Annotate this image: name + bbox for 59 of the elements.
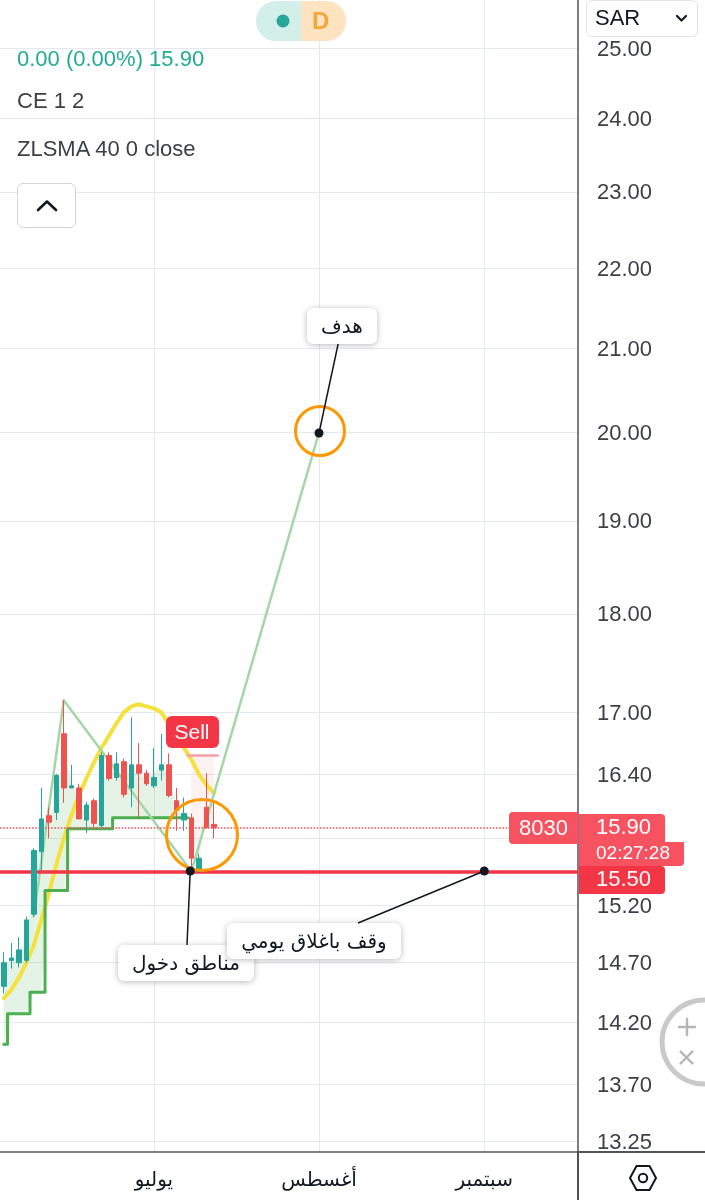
candlestick xyxy=(1,951,7,994)
candlestick xyxy=(9,942,14,970)
y-tick-label: 17.00 xyxy=(597,699,653,725)
candlestick xyxy=(31,847,37,917)
x-tick-label: أغسطس xyxy=(281,1166,357,1191)
ref-line-label: 15.90 xyxy=(579,813,666,842)
annotation: 8030 xyxy=(509,811,578,844)
candlestick xyxy=(39,787,44,871)
candlestick xyxy=(121,758,127,799)
candlestick xyxy=(151,747,157,789)
candlestick xyxy=(114,751,119,782)
y-tick-label: 22.00 xyxy=(597,255,653,281)
text: 02:27:28 xyxy=(579,841,684,866)
candlestick xyxy=(69,764,74,789)
y-tick-label: 16.40 xyxy=(597,761,653,787)
y-tick-label: 15.20 xyxy=(597,892,653,918)
candlestick xyxy=(144,769,149,787)
candlestick xyxy=(204,772,209,830)
y-tick-label: 19.00 xyxy=(597,508,653,534)
candlestick xyxy=(136,742,142,819)
candlestick xyxy=(106,751,112,782)
candlestick xyxy=(84,801,89,834)
candlestick xyxy=(16,936,22,968)
y-tick-label: 24.00 xyxy=(597,106,653,132)
y-tick-label: 14.70 xyxy=(597,950,653,976)
y-tick-label: 18.00 xyxy=(597,601,653,627)
y-tick-label: 21.00 xyxy=(597,335,653,361)
candlestick xyxy=(76,783,82,820)
annotation: هدف xyxy=(307,307,377,344)
annotation: وقف باغلاق يومي xyxy=(241,929,387,954)
candlestick xyxy=(99,751,104,829)
candlestick xyxy=(166,752,172,799)
annotation: CE 1 2 xyxy=(17,87,85,115)
candlestick xyxy=(61,699,67,804)
candlestick xyxy=(189,813,194,868)
candlestick xyxy=(46,806,52,839)
candlestick xyxy=(129,716,134,808)
y-tick-label: 13.70 xyxy=(597,1071,653,1097)
candlestick xyxy=(159,733,164,782)
x-tick-label: يوليو xyxy=(133,1167,174,1191)
annotation: Sell xyxy=(165,716,219,748)
currency-dropdown: SAR xyxy=(586,0,698,37)
candlestick xyxy=(54,773,59,821)
y-tick-label: 13.25 xyxy=(597,1129,653,1155)
candlestick xyxy=(211,802,217,839)
x-tick-label: سبتمبر xyxy=(454,1167,513,1191)
annotation: ZLSMA 40 0 close xyxy=(17,135,196,163)
ref-line-label: 15.50 xyxy=(579,865,666,894)
candlestick xyxy=(24,915,29,964)
text: 0.00 (0.00%) 15.90 xyxy=(17,45,205,73)
y-tick-label: 23.00 xyxy=(597,179,653,205)
candlestick xyxy=(91,798,97,829)
y-tick-label: 20.00 xyxy=(597,420,653,446)
interval-badge: D xyxy=(256,1,346,41)
y-tick-label: 14.20 xyxy=(597,1009,653,1035)
candlestick xyxy=(181,797,187,832)
annotation: مناطق دخول xyxy=(132,951,240,976)
y-tick-label: 25.00 xyxy=(597,35,653,61)
annotation: D xyxy=(312,6,330,36)
